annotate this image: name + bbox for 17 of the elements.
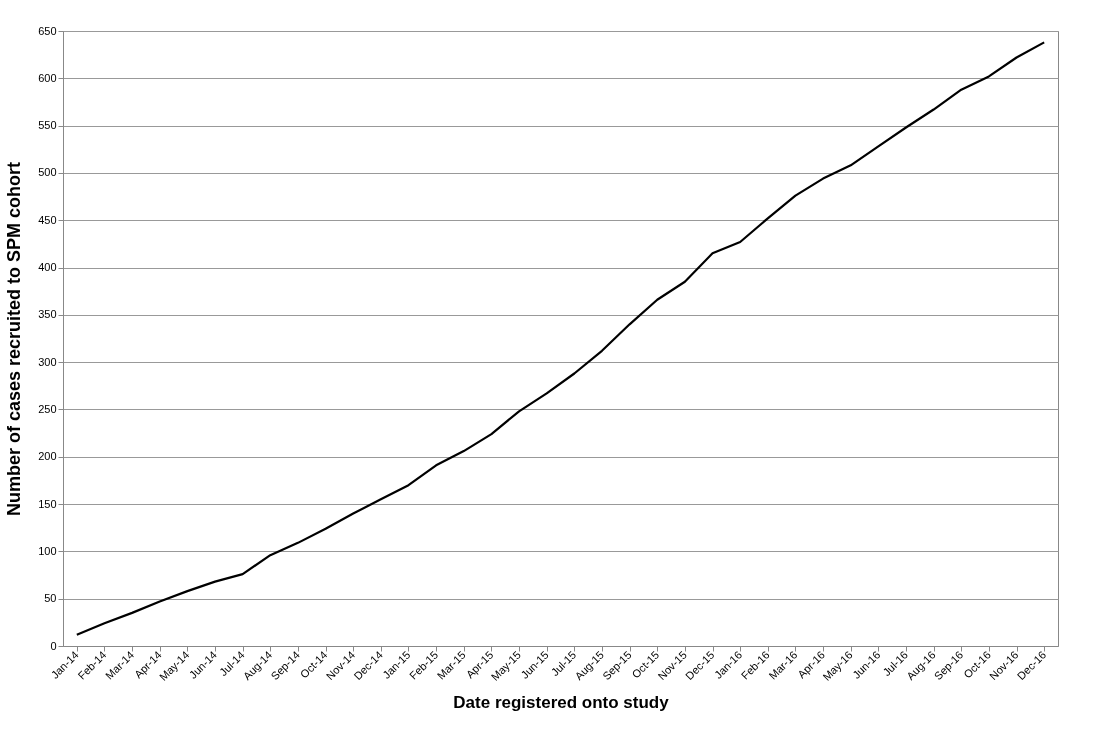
- y-tick-label: 650: [38, 24, 57, 37]
- y-tick-label: 600: [38, 71, 57, 84]
- y-tick-label: 300: [38, 355, 57, 368]
- x-axis-title: Date registered onto study: [453, 692, 670, 712]
- line-series: [75, 41, 1046, 636]
- y-tick-label: 350: [38, 308, 57, 321]
- y-tick-label: 250: [38, 402, 57, 415]
- y-tick-label: 550: [38, 119, 57, 132]
- y-tick-label: 100: [38, 544, 57, 557]
- y-tick-label: 200: [38, 450, 57, 463]
- y-tick-label: 450: [38, 213, 57, 226]
- y-tick-label: 500: [38, 166, 57, 179]
- y-tick-label: 400: [38, 261, 57, 274]
- y-tick-label: 0: [50, 639, 57, 652]
- y-tick-label: 50: [44, 592, 57, 605]
- y-axis-title: Number of cases recruited to SPM cohort: [4, 161, 25, 517]
- y-tick-label: 150: [38, 497, 57, 510]
